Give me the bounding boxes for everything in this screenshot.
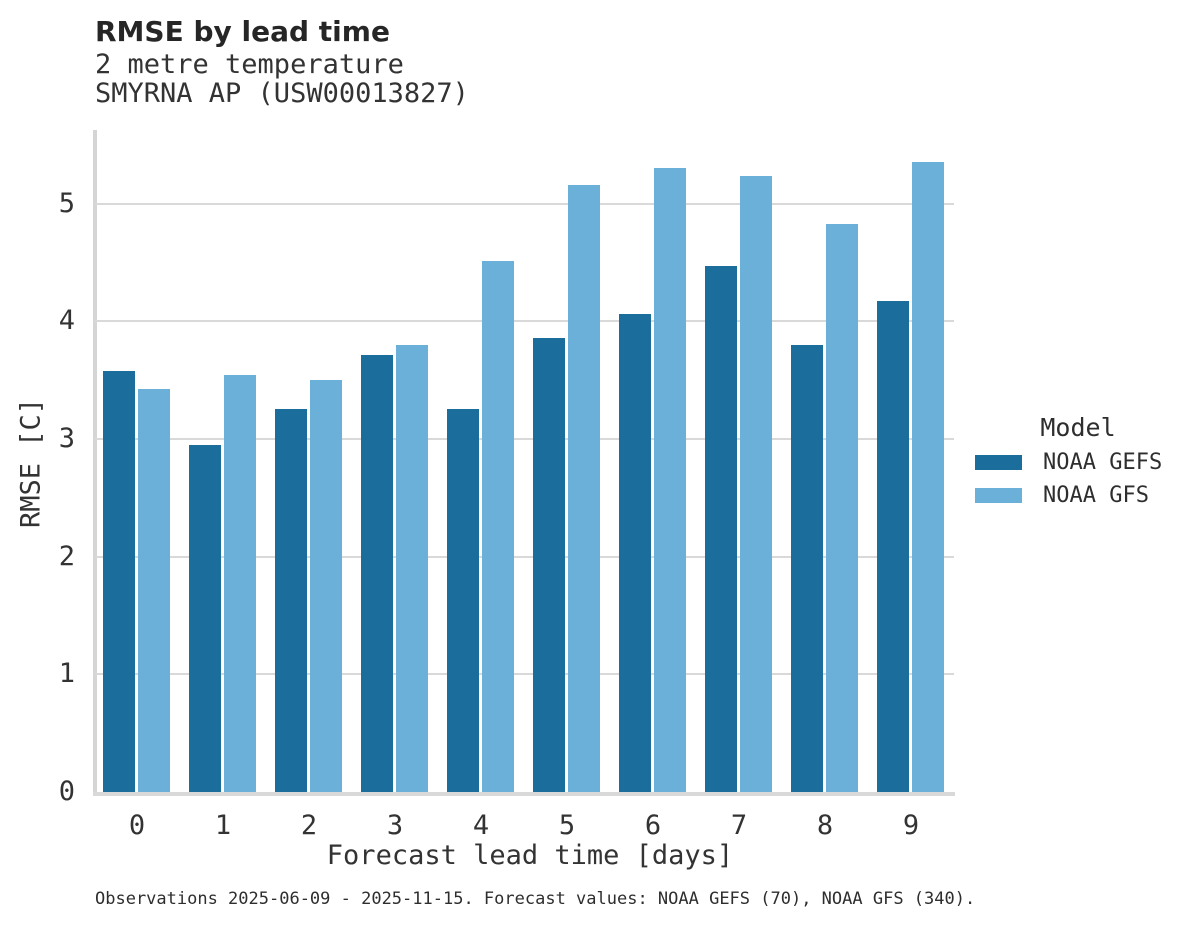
legend-item-noaa-gefs: NOAA GEFS bbox=[975, 446, 1181, 479]
bar-noaa-gfs-lead-7 bbox=[740, 176, 772, 792]
x-tick-label-7: 7 bbox=[730, 810, 748, 841]
legend-items: NOAA GEFS NOAA GFS bbox=[975, 446, 1181, 512]
bar-noaa-gefs-lead-0 bbox=[103, 370, 135, 792]
y-tick-label-4: 4 bbox=[58, 305, 75, 337]
bar-noaa-gefs-lead-9 bbox=[877, 301, 909, 792]
gridline-y-3 bbox=[95, 437, 954, 440]
bar-noaa-gefs-lead-6 bbox=[619, 314, 651, 792]
bar-noaa-gefs-lead-5 bbox=[533, 337, 565, 792]
gridline-y-2 bbox=[95, 555, 954, 558]
chart-title: RMSE by lead time bbox=[95, 15, 390, 48]
x-tick-label-1: 1 bbox=[214, 810, 232, 841]
chart-subtitle-station: SMYRNA AP (USW00013827) bbox=[95, 78, 469, 109]
y-tick-label-5: 5 bbox=[58, 187, 75, 219]
legend-label-noaa-gfs: NOAA GFS bbox=[1043, 482, 1149, 508]
y-tick-label-0: 0 bbox=[58, 776, 75, 807]
legend-label-noaa-gefs: NOAA GEFS bbox=[1043, 449, 1163, 475]
caption-observations-note: Observations 2025-06-09 - 2025-11-15. Fo… bbox=[95, 889, 976, 909]
bar-noaa-gefs-lead-8 bbox=[791, 344, 823, 792]
bar-noaa-gfs-lead-4 bbox=[482, 261, 514, 792]
bar-noaa-gfs-lead-2 bbox=[310, 380, 342, 792]
legend-title: Model bbox=[1040, 413, 1116, 442]
chart-subtitle-variable: 2 metre temperature bbox=[95, 49, 404, 80]
bar-noaa-gfs-lead-6 bbox=[654, 168, 686, 792]
y-tick-label-2: 2 bbox=[58, 540, 75, 572]
gridline-y-1 bbox=[95, 673, 954, 676]
x-tick-label-2: 2 bbox=[300, 810, 318, 841]
y-tick-label-1: 1 bbox=[58, 658, 75, 690]
gridline-y-4 bbox=[95, 320, 954, 323]
legend: Model NOAA GEFS NOAA GFS bbox=[975, 414, 1181, 512]
x-tick-label-6: 6 bbox=[644, 810, 662, 841]
bar-noaa-gefs-lead-7 bbox=[705, 265, 737, 792]
bar-noaa-gfs-lead-9 bbox=[912, 162, 944, 792]
y-axis-line bbox=[93, 130, 97, 792]
x-tick-label-0: 0 bbox=[128, 810, 146, 841]
bar-noaa-gfs-lead-3 bbox=[396, 344, 428, 792]
legend-swatch-noaa-gefs bbox=[975, 455, 1022, 470]
bar-noaa-gefs-lead-1 bbox=[189, 444, 221, 792]
plot-area bbox=[93, 130, 955, 796]
x-tick-label-8: 8 bbox=[816, 810, 834, 841]
bar-noaa-gfs-lead-1 bbox=[224, 375, 256, 792]
x-tick-label-4: 4 bbox=[472, 810, 490, 841]
x-axis-line bbox=[93, 792, 955, 796]
x-tick-label-3: 3 bbox=[386, 810, 404, 841]
bar-noaa-gfs-lead-0 bbox=[138, 389, 170, 792]
bar-noaa-gfs-lead-8 bbox=[826, 223, 858, 792]
bar-noaa-gefs-lead-4 bbox=[447, 409, 479, 792]
y-tick-label-3: 3 bbox=[58, 422, 75, 454]
legend-item-noaa-gfs: NOAA GFS bbox=[975, 479, 1181, 512]
y-axis-label: RMSE [C] bbox=[15, 397, 47, 529]
bar-noaa-gefs-lead-3 bbox=[361, 355, 393, 792]
bar-noaa-gfs-lead-5 bbox=[568, 184, 600, 792]
x-axis-label: Forecast lead time [days] bbox=[326, 840, 734, 871]
x-tick-label-5: 5 bbox=[558, 810, 576, 841]
gridline-y-5 bbox=[95, 202, 954, 205]
x-tick-label-9: 9 bbox=[902, 810, 920, 841]
legend-swatch-noaa-gfs bbox=[975, 488, 1022, 503]
bar-noaa-gefs-lead-2 bbox=[275, 409, 307, 792]
